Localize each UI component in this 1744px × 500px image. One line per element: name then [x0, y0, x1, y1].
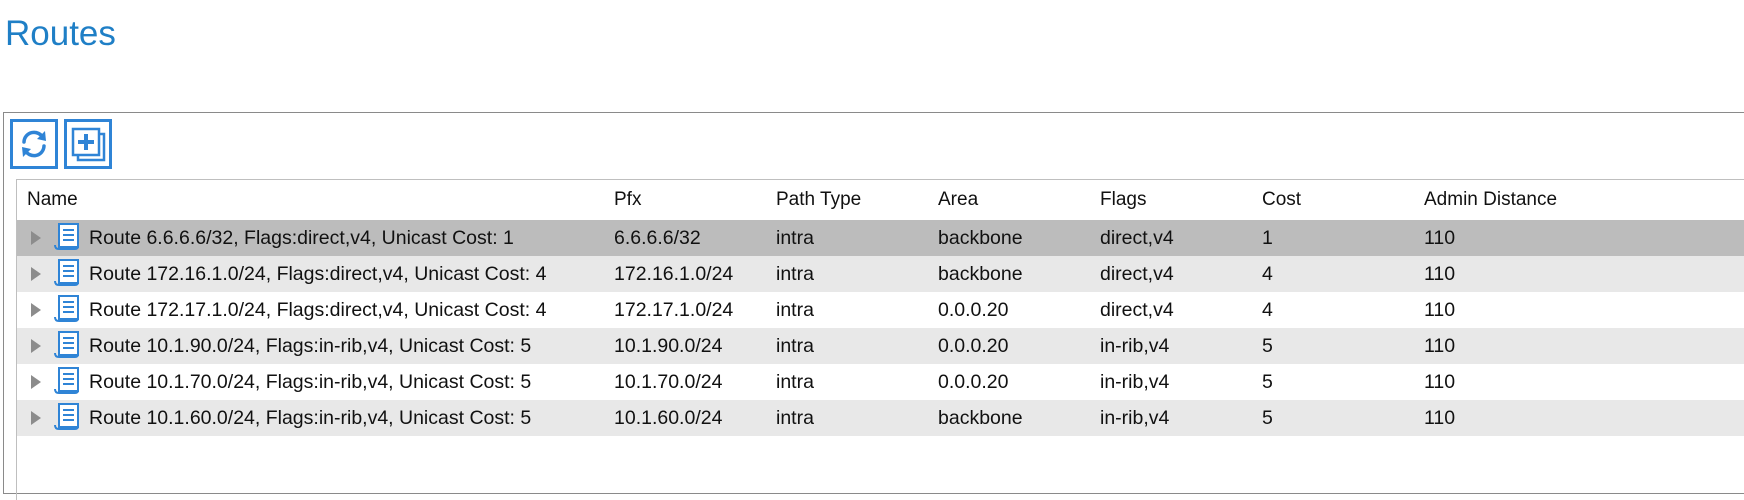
cell-admin-distance: 110 [1424, 299, 1456, 321]
table-row[interactable]: Route 10.1.90.0/24, Flags:in-rib,v4, Uni… [17, 328, 1744, 364]
cell-path-type: intra [776, 407, 814, 429]
column-header-name[interactable]: Name [27, 189, 78, 210]
table-row[interactable]: Route 172.16.1.0/24, Flags:direct,v4, Un… [17, 256, 1744, 292]
cell-flags: in-rib,v4 [1100, 371, 1170, 393]
cell-admin-distance: 110 [1424, 407, 1456, 429]
table-row[interactable]: Route 172.17.1.0/24, Flags:direct,v4, Un… [17, 292, 1744, 328]
add-icon [71, 127, 106, 162]
table-row[interactable]: Route 10.1.60.0/24, Flags:in-rib,v4, Uni… [17, 400, 1744, 436]
cell-pfx: 10.1.70.0/24 [614, 371, 723, 393]
table-row[interactable]: Route 6.6.6.6/32, Flags:direct,v4, Unica… [17, 220, 1744, 256]
cell-pfx: 10.1.60.0/24 [614, 407, 723, 429]
cell-cost: 4 [1262, 263, 1273, 285]
cell-pfx: 6.6.6.6/32 [614, 227, 701, 249]
cell-cost: 4 [1262, 299, 1273, 321]
cell-cost: 5 [1262, 371, 1273, 393]
page-title: Routes [5, 14, 116, 53]
cell-cost: 5 [1262, 407, 1273, 429]
cell-cost: 1 [1262, 227, 1273, 249]
cell-name: Route 10.1.60.0/24, Flags:in-rib,v4, Uni… [89, 407, 532, 429]
cell-admin-distance: 110 [1424, 335, 1456, 357]
cell-path-type: intra [776, 335, 814, 357]
routes-table: Name Pfx Path Type Area Flags Cost Admin… [16, 179, 1744, 500]
refresh-button[interactable] [10, 119, 58, 169]
route-document-icon [53, 258, 81, 293]
column-header-admin-distance[interactable]: Admin Distance [1424, 189, 1558, 210]
cell-name: Route 172.17.1.0/24, Flags:direct,v4, Un… [89, 299, 547, 321]
cell-path-type: intra [776, 371, 814, 393]
cell-cost: 5 [1262, 335, 1273, 357]
cell-name: Route 6.6.6.6/32, Flags:direct,v4, Unica… [89, 227, 514, 249]
cell-flags: direct,v4 [1100, 263, 1174, 285]
table-header: Name Pfx Path Type Area Flags Cost Admin… [17, 180, 1744, 220]
cell-admin-distance: 110 [1424, 371, 1456, 393]
cell-admin-distance: 110 [1424, 227, 1456, 249]
add-route-button[interactable] [64, 119, 112, 169]
cell-area: backbone [938, 227, 1023, 249]
expand-arrow-icon[interactable] [31, 375, 41, 389]
cell-path-type: intra [776, 299, 814, 321]
cell-flags: direct,v4 [1100, 227, 1174, 249]
cell-admin-distance: 110 [1424, 263, 1456, 285]
cell-flags: in-rib,v4 [1100, 335, 1170, 357]
column-header-area[interactable]: Area [938, 189, 979, 210]
expand-arrow-icon[interactable] [31, 339, 41, 353]
expand-arrow-icon[interactable] [31, 231, 41, 245]
cell-pfx: 172.16.1.0/24 [614, 263, 734, 285]
route-document-icon [53, 330, 81, 365]
table-row[interactable]: Route 10.1.70.0/24, Flags:in-rib,v4, Uni… [17, 364, 1744, 400]
route-document-icon [53, 402, 81, 437]
expand-arrow-icon[interactable] [31, 411, 41, 425]
cell-flags: in-rib,v4 [1100, 407, 1170, 429]
cell-name: Route 10.1.70.0/24, Flags:in-rib,v4, Uni… [89, 371, 532, 393]
cell-area: 0.0.0.20 [938, 371, 1009, 393]
cell-name: Route 172.16.1.0/24, Flags:direct,v4, Un… [89, 263, 547, 285]
refresh-icon [22, 130, 46, 158]
cell-path-type: intra [776, 263, 814, 285]
route-document-icon [53, 222, 81, 257]
routes-panel: Name Pfx Path Type Area Flags Cost Admin… [3, 112, 1744, 500]
column-header-pfx[interactable]: Pfx [614, 189, 642, 210]
expand-arrow-icon[interactable] [31, 303, 41, 317]
cell-pfx: 10.1.90.0/24 [614, 335, 723, 357]
route-document-icon [53, 294, 81, 329]
cell-pfx: 172.17.1.0/24 [614, 299, 734, 321]
cell-area: 0.0.0.20 [938, 299, 1009, 321]
cell-area: 0.0.0.20 [938, 335, 1009, 357]
cell-path-type: intra [776, 227, 814, 249]
cell-name: Route 10.1.90.0/24, Flags:in-rib,v4, Uni… [89, 335, 532, 357]
column-header-cost[interactable]: Cost [1262, 189, 1302, 210]
cell-area: backbone [938, 407, 1023, 429]
column-header-path-type[interactable]: Path Type [776, 189, 862, 210]
expand-arrow-icon[interactable] [31, 267, 41, 281]
column-header-flags[interactable]: Flags [1100, 189, 1147, 210]
route-document-icon [53, 366, 81, 401]
cell-area: backbone [938, 263, 1023, 285]
cell-flags: direct,v4 [1100, 299, 1174, 321]
